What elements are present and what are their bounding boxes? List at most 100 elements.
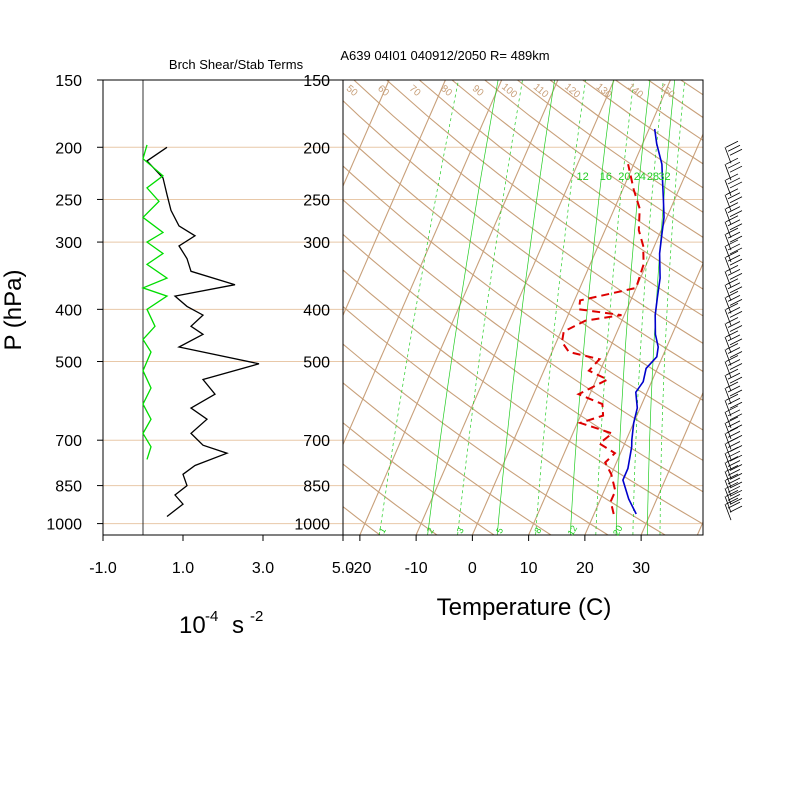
- mixing-ratio-label: 32: [658, 171, 670, 183]
- mixing-ratio-label: 12: [576, 171, 588, 183]
- wind-barb-flag: [730, 425, 742, 431]
- mixing-ratio-line: [497, 80, 554, 535]
- wind-barb-flag: [728, 486, 740, 492]
- left-y-tick-label: 150: [55, 73, 82, 90]
- wind-barb-flag: [728, 478, 740, 484]
- wind-barb-flag: [726, 474, 738, 480]
- skewt-x-axis-label: Temperature (C): [437, 594, 612, 621]
- left-y-tick-label: 500: [55, 355, 82, 372]
- wind-barb: [725, 291, 742, 313]
- wind-barb-flag: [730, 166, 742, 172]
- wind-barb-flag: [728, 460, 740, 466]
- wind-barb: [725, 482, 742, 504]
- y-axis-label: P (hPa): [0, 270, 27, 351]
- dry-adiabat-label: 80: [438, 83, 454, 99]
- left-x-tick-label: 3.0: [252, 560, 274, 577]
- wind-barb-flag: [730, 197, 742, 203]
- skewt-y-tick-label: 1000: [294, 517, 330, 534]
- isotherm-line: [641, 80, 800, 535]
- wind-barb-flag: [726, 174, 738, 180]
- isotherm-line: [585, 80, 783, 535]
- wind-barb-flag: [726, 203, 738, 209]
- dry-adiabat-label: 110: [531, 82, 551, 101]
- mixing-ratio-bottom-label: 3: [455, 526, 466, 535]
- isotherm-line: [360, 80, 558, 535]
- mixing-ratio-line: [458, 80, 523, 535]
- skewt-y-tick-label: 150: [303, 73, 330, 90]
- mixing-ratio-label: 20: [618, 171, 630, 183]
- wind-barb-flag: [728, 178, 740, 184]
- mixing-ratio-label: 28: [647, 171, 659, 183]
- wind-barb-flag: [728, 162, 740, 168]
- wind-barb-flag: [730, 248, 742, 254]
- left-x-axis-label-exponent: -4: [205, 608, 218, 625]
- skewt-y-tick-label: 200: [303, 140, 330, 157]
- wind-barb: [725, 141, 742, 163]
- wind-barb-flag: [726, 189, 738, 195]
- left-panel-title: Brch Shear/Stab Terms: [169, 57, 304, 72]
- wind-barb-flag: [730, 402, 742, 408]
- wind-barb-flag: [728, 469, 740, 475]
- wind-barb-flag: [730, 455, 742, 461]
- isotherm-line: [79, 80, 277, 535]
- wind-barb-flag: [728, 451, 740, 457]
- dewpoint-profile-line: [562, 164, 644, 514]
- skewt-y-tick-label: 700: [303, 433, 330, 450]
- left-series-group: [143, 145, 259, 517]
- wind-barb-flag: [726, 456, 738, 462]
- wind-barb-flag: [726, 265, 738, 271]
- skewt-x-tick-label: 30: [632, 560, 650, 577]
- dry-adiabat-line: [0, 80, 323, 535]
- left-y-tick-label: 300: [55, 235, 82, 252]
- mixing-ratio-line: [428, 80, 499, 535]
- left-y-tick-label: 250: [55, 192, 82, 209]
- isotherm-line: [22, 80, 220, 535]
- wind-barb-flag: [730, 211, 742, 217]
- wind-barbs-group: [725, 141, 742, 520]
- wind-barb-flag: [730, 506, 742, 512]
- skewt-y-tick-label: 850: [303, 479, 330, 496]
- isotherm-line: [754, 80, 800, 535]
- dry-adiabat-label: 60: [375, 83, 391, 99]
- shear-term-line: [147, 147, 259, 516]
- left-x-tick-label: 1.0: [172, 560, 194, 577]
- dry-adiabat-label: 50: [344, 83, 360, 99]
- wind-barb-flag: [726, 158, 738, 164]
- mixing-ratio-line: [660, 80, 685, 535]
- wind-barb-flag: [728, 431, 740, 437]
- left-y-tick-label: 1000: [46, 517, 82, 534]
- wind-barb-flag: [730, 339, 742, 345]
- skewt-series-group: [562, 129, 664, 514]
- wind-barb: [725, 417, 742, 439]
- left-y-tick-label: 700: [55, 433, 82, 450]
- wind-barb-flag: [730, 326, 742, 332]
- wind-barb: [725, 279, 742, 301]
- dry-adiabat-line: [681, 80, 800, 535]
- dry-adiabat-line: [27, 80, 494, 535]
- wind-barb-flag: [728, 494, 740, 500]
- wind-barb-flag: [730, 182, 742, 188]
- wind-barb: [725, 216, 742, 238]
- isotherm-line: [304, 80, 502, 535]
- dry-adiabat-label: 70: [407, 83, 423, 99]
- wind-barb-flag: [730, 473, 742, 479]
- left-x-axis-label: 10 -4 s -2: [179, 608, 263, 639]
- wind-barb: [725, 498, 742, 520]
- wind-barb-flag: [730, 311, 742, 317]
- skewt-y-tick-label: 300: [303, 235, 330, 252]
- mixing-ratio-bottom-label: 5: [494, 526, 505, 535]
- dry-adiabat-label: 140: [625, 82, 645, 101]
- wind-barb-flag: [726, 318, 738, 324]
- wind-barb-flag: [730, 259, 742, 265]
- dry-adiabat-line: [583, 80, 800, 535]
- skewt-x-tick-label: -10: [405, 560, 428, 577]
- wind-barb-flag: [730, 149, 742, 155]
- dry-adiabat-line: [191, 80, 780, 535]
